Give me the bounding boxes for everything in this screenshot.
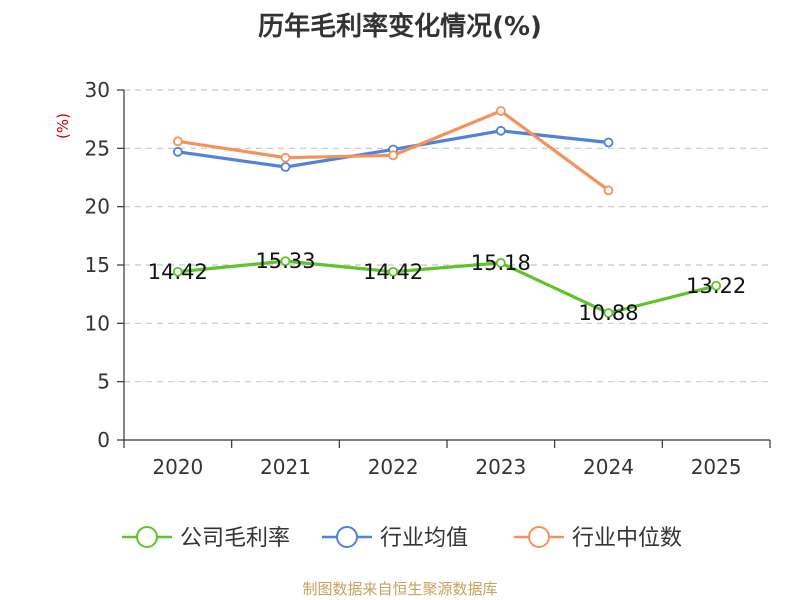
x-tick-label: 2024: [583, 455, 634, 479]
data-point: [603, 185, 614, 196]
data-point: [495, 106, 506, 116]
x-tick-label: 2022: [368, 455, 419, 479]
data-labels: 14.42 15.33 14.42 15.18 10.88 13.22: [148, 249, 746, 325]
data-label: 15.33: [255, 249, 315, 273]
legend-marker: [336, 526, 358, 548]
data-point: [280, 256, 291, 267]
y-axis-label: (%): [54, 113, 72, 139]
data-label: 14.42: [363, 260, 423, 284]
y-tick-label: 25: [85, 136, 110, 160]
series-line: [177, 259, 717, 315]
legend: 公司毛利率 行业均值 行业中位数: [122, 526, 682, 551]
y-tick-label: 0: [97, 428, 110, 452]
x-tick-label: 2025: [691, 455, 742, 479]
data-point: [495, 257, 506, 268]
x-tick-label: 2021: [260, 455, 311, 479]
data-point: [172, 146, 183, 157]
y-tick-label: 5: [97, 370, 110, 394]
data-point: [388, 266, 399, 277]
data-label: 13.22: [686, 274, 746, 298]
data-point: [603, 137, 614, 148]
y-tick-label: 15: [85, 253, 110, 277]
data-point: [172, 266, 183, 277]
data-point: [388, 150, 399, 161]
legend-label: 行业中位数: [572, 526, 682, 551]
legend-label: 行业均值: [380, 526, 468, 551]
x-tick-label: 2020: [152, 455, 203, 479]
data-label: 15.18: [471, 251, 531, 275]
legend-label: 公司毛利率: [180, 526, 290, 551]
chart-title: 历年毛利率变化情况(%): [258, 12, 542, 42]
series-group: [172, 106, 722, 318]
data-point: [495, 125, 506, 136]
y-tick-label: 10: [85, 311, 110, 335]
data-point: [280, 152, 291, 163]
data-point: [172, 136, 183, 147]
legend-marker: [528, 526, 550, 548]
legend-marker: [136, 526, 158, 548]
data-point: [603, 308, 614, 318]
data-label: 14.42: [148, 260, 208, 284]
y-tick-label: 20: [85, 195, 110, 219]
data-point: [711, 280, 722, 291]
source-footer: 制图数据来自恒生聚源数据库: [302, 580, 498, 598]
y-tick-label: 30: [85, 78, 110, 102]
grid-lines: [124, 89, 770, 383]
data-label: 10.88: [578, 301, 638, 325]
x-tick-label: 2023: [475, 455, 526, 479]
data-point: [280, 162, 291, 172]
